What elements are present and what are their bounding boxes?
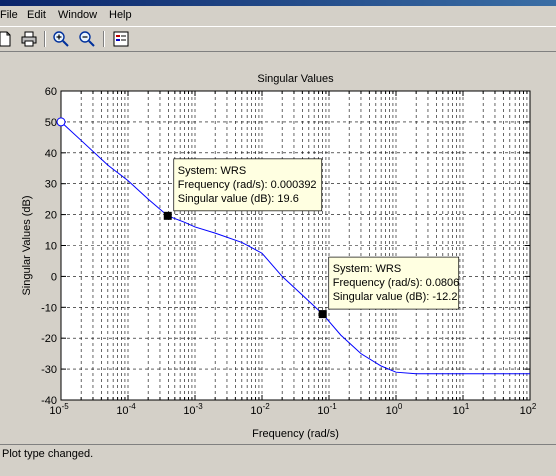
y-tick-label: -10 <box>41 302 57 314</box>
y-tick-label: 60 <box>45 86 57 98</box>
menu-edit[interactable]: Edit <box>27 9 46 21</box>
menu-bar: File Edit Window Help <box>0 6 556 26</box>
x-tick-label: 10-3 <box>183 402 203 417</box>
menu-help[interactable]: Help <box>109 9 132 21</box>
data-tip-line: Frequency (rad/s): 0.0806 <box>333 277 460 289</box>
data-tip-line: System: WRS <box>178 165 246 177</box>
chart-title: Singular Values <box>257 73 334 85</box>
data-tip-box <box>328 256 460 310</box>
y-axis-label: Singular Values (dB) <box>21 195 33 295</box>
x-axis-label: Frequency (rad/s) <box>252 428 339 440</box>
figure-area: Singular Values 60 50 40 30 20 10 0 -10 -20 -30 -4… <box>0 52 556 444</box>
y-tick-label: 40 <box>45 148 57 160</box>
y-tick-label: -20 <box>41 333 57 345</box>
data-tip-marker <box>318 310 327 319</box>
data-tip: System: WRS Frequency (rad/s): 0.000392 Si… <box>163 158 323 220</box>
data-tip-line: Singular value (dB): 19.6 <box>178 193 299 205</box>
y-tick-label: 10 <box>45 241 57 253</box>
y-tick-label: -40 <box>41 395 57 407</box>
data-marker-circle <box>56 117 66 127</box>
data-tip-marker <box>163 211 172 220</box>
x-tick-label: 10-5 <box>49 402 69 417</box>
data-tip-line: Frequency (rad/s): 0.000392 <box>178 179 317 191</box>
y-tick-label: 0 <box>51 271 57 283</box>
y-tick-label: 30 <box>45 179 57 191</box>
data-tip-line: System: WRS <box>333 263 401 275</box>
series-line-wrs <box>60 121 530 375</box>
singular-values-chart[interactable]: Singular Values 6050403020100-10-20-30-4… <box>0 52 556 444</box>
toolbar <box>0 26 556 52</box>
y-tick-label: -30 <box>41 364 57 376</box>
y-tick-label: 20 <box>45 210 57 222</box>
x-tick-label: 10-2 <box>250 402 270 417</box>
status-bar: Plot type changed. <box>0 444 556 476</box>
y-tick-labels: 60 50 40 30 20 10 0 -10 -20 -30 -40 <box>41 86 57 407</box>
x-tick-label: 10-1 <box>317 402 337 417</box>
x-tick-labels: 10-5 10-4 10-3 10-2 10-1 100 101 102 <box>49 402 537 417</box>
y-tick-label: 50 <box>45 117 57 129</box>
x-tick-label: 100 <box>386 402 403 417</box>
toolbar-separator <box>44 31 46 47</box>
print-icon[interactable] <box>20 30 38 48</box>
new-document-icon[interactable] <box>0 30 14 48</box>
x-tick-label: 101 <box>453 402 470 417</box>
menu-window[interactable]: Window <box>58 9 98 21</box>
legend-icon[interactable] <box>112 30 130 48</box>
data-tip-box <box>173 158 323 212</box>
chart-markers <box>56 117 66 127</box>
zoom-in-icon[interactable] <box>52 30 70 48</box>
x-tick-label: 10-4 <box>116 402 136 417</box>
x-tick-label: 102 <box>520 402 537 417</box>
data-tips: System: WRS Frequency (rad/s): 0.000392 Si… <box>163 158 460 319</box>
window-title-bar <box>0 0 556 6</box>
zoom-out-icon[interactable] <box>78 30 96 48</box>
data-tip: System: WRS Frequency (rad/s): 0.0806 Sing… <box>318 256 460 319</box>
menu-file[interactable]: File <box>0 9 18 21</box>
toolbar-separator <box>103 31 105 47</box>
data-tip-line: Singular value (dB): -12.2 <box>333 291 458 303</box>
status-text: Plot type changed. <box>2 448 94 460</box>
